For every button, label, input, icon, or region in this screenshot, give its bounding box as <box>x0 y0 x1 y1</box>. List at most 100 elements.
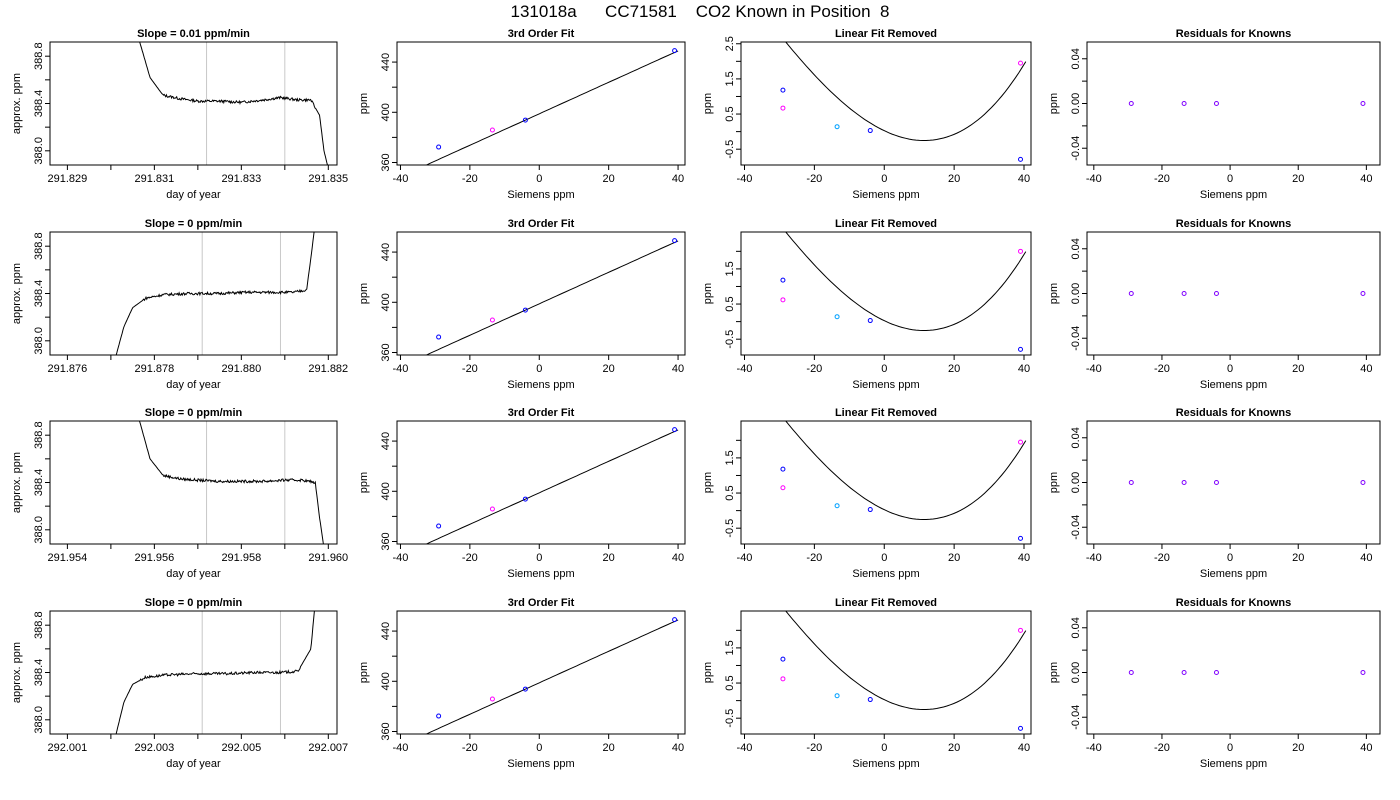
x-tick-label: 20 <box>948 742 960 754</box>
panel-2-2: 3rd Order Fit -40 -20 0 20 40 360 400 440 Siemens… <box>358 218 686 391</box>
panel-3-1: Slope = 0 ppm/min 291.954 291.956 291.958 29… <box>11 407 348 580</box>
y-axis-label: ppm <box>1048 93 1060 114</box>
y-tick-label: -0.04 <box>1070 136 1082 161</box>
data-point <box>1181 670 1187 675</box>
panel-title: Residuals for Knowns <box>1176 407 1292 419</box>
y-tick-label: 0.5 <box>724 106 736 121</box>
y-axis-label: approx. ppm <box>11 642 23 703</box>
x-axis-label: Siemens ppm <box>852 758 919 770</box>
x-tick-label: 0 <box>536 363 542 375</box>
data-point <box>780 676 786 682</box>
plot-area <box>425 427 679 544</box>
x-axis-label: Siemens ppm <box>852 379 919 391</box>
y-tick-label: 400 <box>380 672 392 690</box>
x-axis-label: Siemens ppm <box>507 758 574 770</box>
y-axis-label: ppm <box>702 662 714 683</box>
panel-4-3: Linear Fit Removed -40 -20 0 20 40 -0.5 0.5 1.5 S… <box>702 597 1032 770</box>
y-tick-label: 0.5 <box>724 485 736 500</box>
fit-curve <box>785 232 1027 331</box>
data-point <box>489 696 495 702</box>
data-point <box>780 466 786 472</box>
y-tick-label: 360 <box>380 343 392 361</box>
plot-area <box>115 232 315 355</box>
x-tick-label: 291.956 <box>134 552 174 564</box>
fit-curve <box>785 42 1027 141</box>
x-tick-label: 0 <box>881 742 887 754</box>
panel-title: Slope = 0 ppm/min <box>145 597 243 609</box>
data-point <box>436 144 442 150</box>
panel-title: Residuals for Knowns <box>1176 218 1292 230</box>
y-axis-label: ppm <box>702 472 714 493</box>
panel-title: Linear Fit Removed <box>835 28 937 40</box>
panel-title: 3rd Order Fit <box>508 597 575 609</box>
x-axis-label: Siemens ppm <box>507 568 574 580</box>
x-tick-label: -20 <box>806 363 822 375</box>
x-tick-label: 0 <box>881 552 887 564</box>
panel-1-3: Linear Fit Removed -40 -20 0 20 40 -0.5 0.5 1.5 2… <box>702 28 1032 201</box>
fit-curve <box>425 619 679 734</box>
y-tick-label: 388.8 <box>33 421 45 449</box>
y-tick-label: 2.5 <box>724 36 736 51</box>
data-point <box>522 686 528 692</box>
x-tick-label: -40 <box>1086 363 1102 375</box>
x-axis-label: Siemens ppm <box>507 189 574 201</box>
data-point <box>1360 670 1366 675</box>
panel-2-4: Residuals for Knowns -40 -20 0 20 40 -0.04 0.00… <box>1048 218 1381 391</box>
x-tick-label: 291.835 <box>308 173 348 185</box>
panel-title: Slope = 0 ppm/min <box>145 218 243 230</box>
data-point <box>834 693 840 699</box>
plot-area <box>139 42 328 165</box>
data-point <box>1213 291 1219 296</box>
plot-area <box>139 421 324 544</box>
x-tick-label: -20 <box>1154 363 1170 375</box>
plot-frame <box>49 610 338 735</box>
x-axis-label: Siemens ppm <box>507 379 574 391</box>
y-tick-label: 400 <box>380 482 392 500</box>
x-tick-label: 291.876 <box>48 363 88 375</box>
data-point <box>1128 480 1134 485</box>
x-tick-label: 40 <box>672 552 684 564</box>
plot-frame <box>396 231 686 356</box>
plot-area <box>1128 101 1366 106</box>
y-tick-label: -0.04 <box>1070 326 1082 351</box>
x-tick-label: 40 <box>1360 173 1372 185</box>
data-point <box>780 87 786 93</box>
y-tick-label: 1.5 <box>724 261 736 276</box>
y-tick-label: 360 <box>380 532 392 550</box>
x-tick-label: -20 <box>1154 742 1170 754</box>
y-tick-label: 1.5 <box>724 71 736 86</box>
y-tick-label: 0.5 <box>724 296 736 311</box>
x-tick-label: 291.829 <box>48 173 88 185</box>
data-point <box>1360 291 1366 296</box>
y-tick-label: 0.04 <box>1070 238 1082 259</box>
y-tick-label: -0.04 <box>1070 705 1082 730</box>
x-tick-label: 40 <box>672 173 684 185</box>
y-axis-label: approx. ppm <box>11 73 23 134</box>
y-tick-label: 400 <box>380 293 392 311</box>
data-point <box>436 523 442 529</box>
raw-trace-line <box>115 611 315 734</box>
plot-area <box>1128 480 1366 485</box>
data-point <box>834 124 840 130</box>
panel-title: Slope = 0 ppm/min <box>145 407 243 419</box>
plot-area <box>425 238 679 355</box>
data-point <box>1018 156 1024 162</box>
x-tick-label: 0 <box>536 742 542 754</box>
plot-frame <box>49 41 338 166</box>
panel-title: 3rd Order Fit <box>508 28 575 40</box>
x-tick-label: 291.958 <box>221 552 261 564</box>
y-tick-label: 388.4 <box>33 659 45 687</box>
data-point <box>780 485 786 491</box>
panel-4-4: Residuals for Knowns -40 -20 0 20 40 -0.04 0.00… <box>1048 597 1381 770</box>
x-tick-label: 20 <box>1292 742 1304 754</box>
data-point <box>1128 101 1134 106</box>
x-tick-label: -40 <box>1086 552 1102 564</box>
y-tick-label: -0.5 <box>724 519 736 538</box>
x-tick-label: 0 <box>881 363 887 375</box>
plot-frame <box>1086 610 1381 735</box>
panels: Slope = 0.01 ppm/min 291.829 291.831 291.83… <box>11 28 1381 770</box>
data-point <box>867 697 873 703</box>
data-point <box>489 127 495 133</box>
x-tick-label: 292.005 <box>221 742 261 754</box>
